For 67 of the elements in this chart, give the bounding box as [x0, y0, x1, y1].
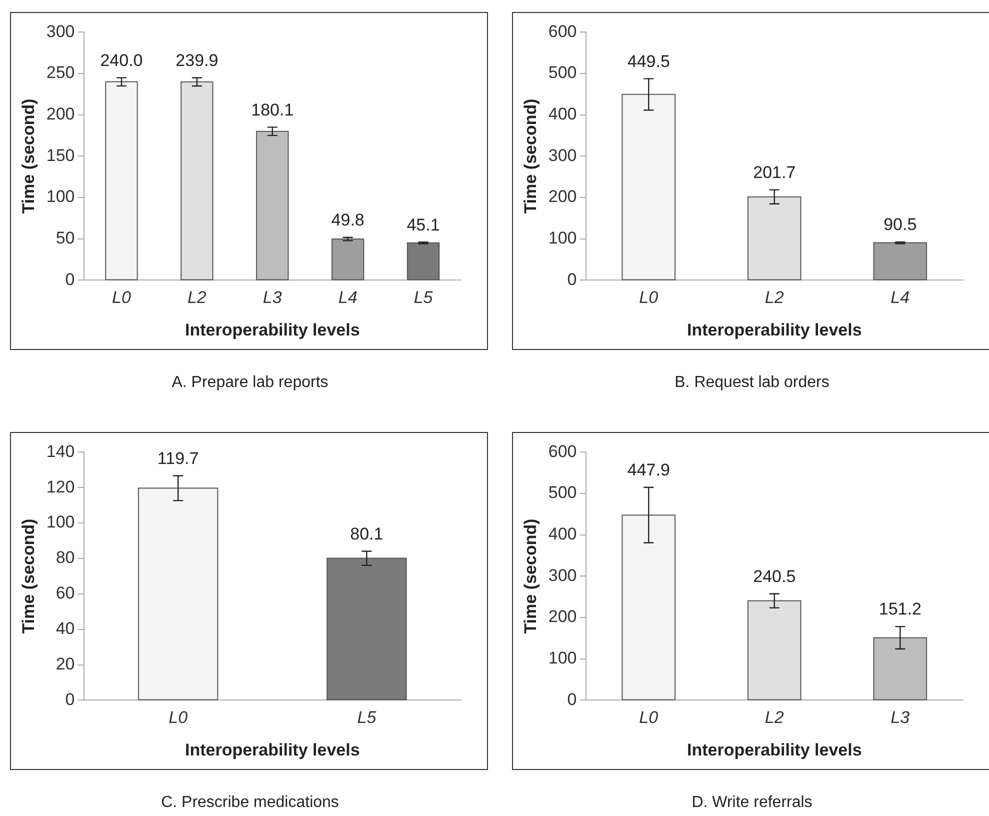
x-tick-label: L0: [639, 708, 659, 728]
y-tick-label: 20: [56, 654, 75, 674]
text: B. Request lab orders: [674, 374, 830, 392]
y-tick-label: 500: [548, 63, 577, 82]
y-tick-label: 600: [548, 442, 577, 461]
x-axis-title: Interoperability levels: [184, 320, 360, 340]
data-label: 80.1: [350, 524, 384, 544]
y-tick-label: 300: [548, 146, 577, 165]
y-tick-label: 200: [46, 104, 75, 124]
data-label: 180.1: [251, 100, 294, 120]
x-tick-label: L5: [414, 288, 434, 308]
y-tick-label: 140: [46, 442, 75, 461]
y-axis-title: Time (second): [520, 98, 540, 214]
data-label: 151.2: [878, 600, 922, 619]
x-tick-label: L5: [357, 708, 377, 728]
x-tick-label: L2: [187, 288, 207, 308]
y-axis-title: Time (second): [18, 518, 38, 634]
y-tick-label: 0: [65, 270, 75, 289]
y-tick-label: 500: [548, 483, 577, 502]
data-label: 240.0: [100, 50, 143, 70]
y-tick-label: 0: [65, 690, 75, 709]
y-tick-label: 120: [46, 477, 75, 496]
x-tick-label: L4: [338, 288, 358, 308]
x-tick-label: L3: [890, 708, 910, 728]
x-axis-title: Interoperability levels: [686, 740, 862, 760]
text: D. Write referrals: [690, 794, 814, 812]
y-tick-label: 400: [548, 524, 577, 544]
y-tick-label: 0: [567, 690, 577, 709]
y-tick-label: 300: [548, 566, 577, 585]
y-tick-label: 150: [46, 146, 75, 165]
x-axis-title: Interoperability levels: [184, 740, 360, 760]
y-tick-label: 50: [56, 228, 75, 248]
x-tick-label: L0: [639, 288, 659, 308]
y-tick-label: 100: [548, 648, 577, 668]
x-tick-label: L0: [112, 288, 132, 308]
y-tick-label: 0: [567, 270, 577, 289]
y-tick-label: 200: [548, 187, 577, 206]
data-label: 449.5: [627, 52, 670, 71]
data-label: 239.9: [176, 50, 218, 70]
data-label: 447.9: [627, 460, 670, 480]
y-tick-label: 100: [46, 187, 75, 206]
data-label: 240.5: [753, 566, 796, 586]
y-tick-label: 400: [548, 104, 577, 124]
data-label: 201.7: [753, 162, 796, 182]
y-tick-label: 250: [46, 63, 75, 82]
text: C. Prescribe medications: [160, 794, 340, 812]
x-tick-label: L2: [764, 288, 784, 308]
x-tick-label: L4: [890, 288, 910, 308]
text: A. Prepare lab reports: [170, 374, 330, 392]
y-tick-label: 200: [548, 607, 577, 626]
y-tick-label: 300: [46, 22, 75, 41]
data-label: 90.5: [884, 215, 917, 234]
data-label: 45.1: [406, 215, 440, 234]
y-axis-title: Time (second): [18, 98, 38, 214]
y-tick-label: 80: [56, 548, 75, 568]
data-label: 119.7: [157, 448, 199, 468]
y-tick-label: 60: [56, 584, 75, 603]
y-tick-label: 600: [548, 22, 577, 41]
x-axis-title: Interoperability levels: [686, 320, 862, 340]
y-tick-label: 100: [46, 512, 75, 532]
x-tick-label: L2: [764, 708, 784, 728]
y-tick-label: 100: [548, 228, 577, 248]
x-tick-label: L0: [168, 708, 188, 728]
y-tick-label: 40: [56, 619, 75, 638]
y-axis-title: Time (second): [520, 518, 540, 634]
x-tick-label: L3: [262, 288, 282, 308]
data-label: 49.8: [331, 210, 364, 230]
